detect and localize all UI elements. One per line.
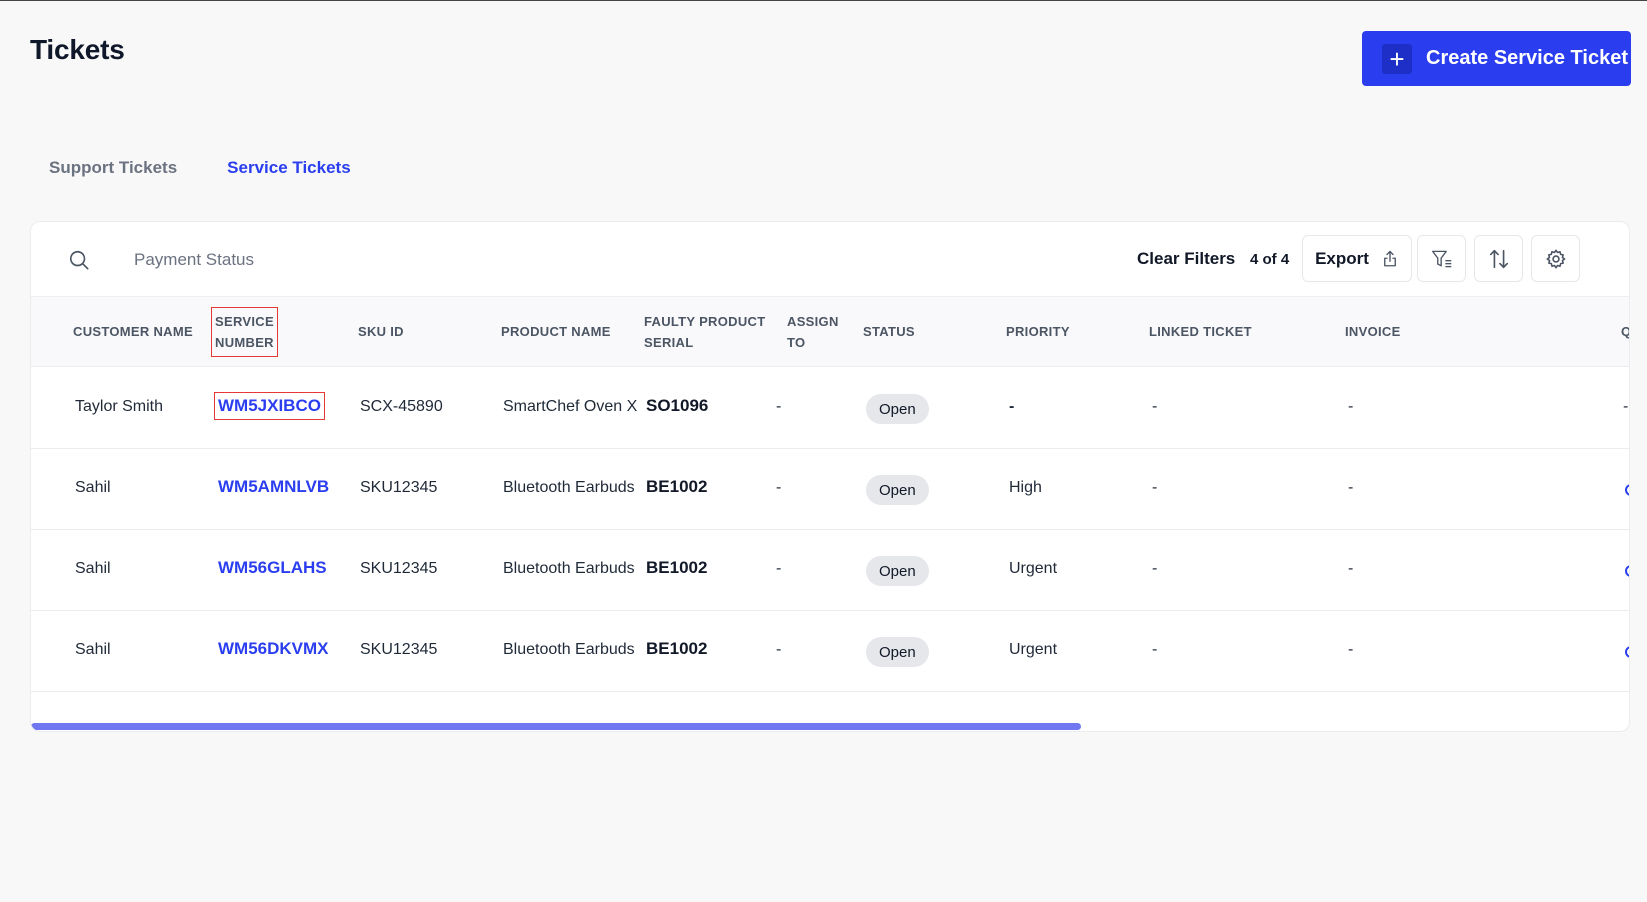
cell-linked-ticket: - (1152, 398, 1158, 415)
col-service-number[interactable]: SERVICE NUMBER (211, 307, 278, 357)
link-icon[interactable] (1622, 641, 1630, 659)
tickets-table-card: Clear Filters 4 of 4 Export CUSTOMER N (30, 221, 1630, 732)
col-invoice[interactable]: INVOICE (1345, 324, 1401, 339)
cell-invoice: - (1348, 641, 1354, 658)
cell-service-number-link[interactable]: WM56GLAHS (218, 558, 327, 577)
filter-button[interactable] (1417, 235, 1466, 282)
status-badge: Open (866, 637, 929, 667)
col-linked-ticket[interactable]: LINKED TICKET (1149, 324, 1252, 339)
cell-priority: - (1009, 398, 1015, 415)
cell-faulty-serial: BE1002 (646, 558, 708, 577)
clear-filters-button[interactable]: Clear Filters (1137, 249, 1236, 268)
status-badge: Open (866, 394, 929, 424)
page-title: Tickets (30, 34, 125, 65)
cell-faulty-serial: SO1096 (646, 396, 709, 415)
cell-assign-to: - (776, 398, 782, 415)
tab-service-tickets[interactable]: Service Tickets (227, 158, 351, 177)
col-product-name[interactable]: PRODUCT NAME (501, 324, 611, 339)
export-button[interactable]: Export (1302, 235, 1412, 282)
export-label: Export (1315, 248, 1369, 268)
table-toolbar: Clear Filters 4 of 4 Export (31, 222, 1629, 297)
sort-button[interactable] (1474, 235, 1523, 282)
cell-product-name: Bluetooth Earbuds (503, 560, 635, 577)
plus-icon: + (1382, 43, 1412, 74)
scrollbar-thumb[interactable] (31, 723, 1081, 730)
cell-faulty-serial: BE1002 (646, 639, 708, 658)
cell-faulty-serial: BE1002 (646, 477, 708, 496)
cell-priority: High (1009, 479, 1042, 496)
top-border (0, 0, 1647, 1)
cell-service-number-link[interactable]: WM5AMNLVB (218, 477, 330, 496)
search-icon (69, 250, 89, 270)
cell-invoice: - (1348, 398, 1354, 415)
ticket-tabs: Support Tickets Service Tickets (49, 158, 351, 178)
tab-support-tickets[interactable]: Support Tickets (49, 158, 178, 177)
cell-customer-name: Sahil (75, 479, 111, 496)
col-faulty-product-serial[interactable]: FAULTY PRODUCT SERIAL (644, 314, 766, 350)
cell-assign-to: - (776, 641, 782, 658)
cell-assign-to: - (776, 560, 782, 577)
result-count: 4 of 4 (1250, 251, 1290, 268)
cell-sku-id: SKU12345 (360, 641, 438, 658)
gear-icon (1546, 249, 1565, 268)
table-row[interactable]: Sahil WM56DKVMX SKU12345 Bluetooth Earbu… (31, 611, 1629, 692)
col-customer-name[interactable]: CUSTOMER NAME (73, 324, 193, 339)
cell-service-number-link[interactable]: WM56DKVMX (218, 639, 329, 658)
cell-customer-name: Sahil (75, 560, 111, 577)
col-sku-id[interactable]: SKU ID (358, 324, 404, 339)
link-icon[interactable] (1622, 479, 1630, 497)
cell-sku-id: SCX-45890 (360, 398, 443, 415)
status-badge: Open (866, 475, 929, 505)
cell-invoice: - (1348, 560, 1354, 577)
cell-priority: Urgent (1009, 560, 1058, 577)
cell-product-name: Bluetooth Earbuds (503, 641, 635, 658)
cell-product-name: SmartChef Oven X (503, 398, 638, 415)
create-service-ticket-label: Create Service Ticket (1426, 47, 1628, 69)
col-priority[interactable]: PRIORITY (1006, 324, 1070, 339)
table-header: CUSTOMER NAME SERVICE NUMBER SKU ID PRODU… (31, 297, 1629, 367)
search-input[interactable] (134, 242, 634, 278)
cell-linked-ticket: - (1152, 479, 1158, 496)
table-row[interactable]: Sahil WM5AMNLVB SKU12345 Bluetooth Earbu… (31, 449, 1629, 530)
sort-icon (1489, 249, 1508, 268)
cell-linked-ticket: - (1152, 560, 1158, 577)
cell-customer-name: Sahil (75, 641, 111, 658)
upload-icon (1383, 250, 1396, 266)
col-assign-to[interactable]: ASSIGN TO (787, 314, 839, 350)
col-status[interactable]: STATUS (863, 324, 915, 339)
cell-customer-name: Taylor Smith (75, 398, 164, 415)
cell-linked-ticket: - (1152, 641, 1158, 658)
settings-button[interactable] (1531, 235, 1580, 282)
col-truncated[interactable]: Q (1621, 321, 1629, 342)
filter-icon (1431, 250, 1451, 267)
link-icon[interactable] (1622, 560, 1630, 578)
cell-sku-id: SKU12345 (360, 479, 438, 496)
create-service-ticket-button[interactable]: + Create Service Ticket (1362, 31, 1631, 86)
cell-product-name: Bluetooth Earbuds (503, 479, 635, 496)
status-badge: Open (866, 556, 929, 586)
cell-priority: Urgent (1009, 641, 1058, 658)
cell-assign-to: - (776, 479, 782, 496)
cell-service-number-link[interactable]: WM5JXIBCO (214, 392, 325, 420)
table-row[interactable]: Taylor Smith WM5JXIBCO SCX-45890 SmartCh… (31, 368, 1629, 449)
cell-truncated: - (1623, 398, 1629, 415)
table-row[interactable]: Sahil WM56GLAHS SKU12345 Bluetooth Earbu… (31, 530, 1629, 611)
cell-sku-id: SKU12345 (360, 560, 438, 577)
cell-invoice: - (1348, 479, 1354, 496)
horizontal-scrollbar[interactable] (31, 723, 1629, 731)
